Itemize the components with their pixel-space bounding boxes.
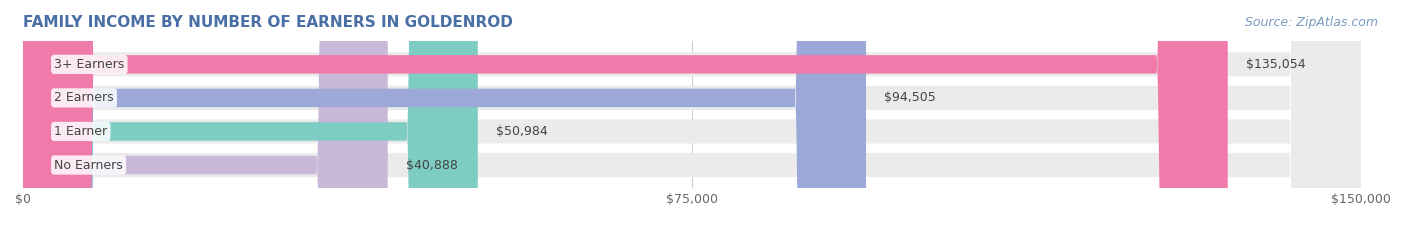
FancyBboxPatch shape bbox=[22, 0, 1361, 233]
FancyBboxPatch shape bbox=[22, 0, 478, 233]
Text: Source: ZipAtlas.com: Source: ZipAtlas.com bbox=[1244, 16, 1378, 29]
Text: 1 Earner: 1 Earner bbox=[55, 125, 107, 138]
FancyBboxPatch shape bbox=[22, 0, 1361, 233]
Text: 3+ Earners: 3+ Earners bbox=[55, 58, 125, 71]
Text: 2 Earners: 2 Earners bbox=[55, 91, 114, 104]
Text: FAMILY INCOME BY NUMBER OF EARNERS IN GOLDENROD: FAMILY INCOME BY NUMBER OF EARNERS IN GO… bbox=[22, 15, 513, 30]
Text: $135,054: $135,054 bbox=[1246, 58, 1305, 71]
Text: $40,888: $40,888 bbox=[405, 158, 457, 171]
FancyBboxPatch shape bbox=[22, 0, 1227, 233]
FancyBboxPatch shape bbox=[22, 0, 1361, 233]
Text: $50,984: $50,984 bbox=[496, 125, 547, 138]
Text: $94,505: $94,505 bbox=[884, 91, 935, 104]
Text: No Earners: No Earners bbox=[55, 158, 122, 171]
FancyBboxPatch shape bbox=[22, 0, 1361, 233]
FancyBboxPatch shape bbox=[22, 0, 388, 233]
FancyBboxPatch shape bbox=[22, 0, 866, 233]
